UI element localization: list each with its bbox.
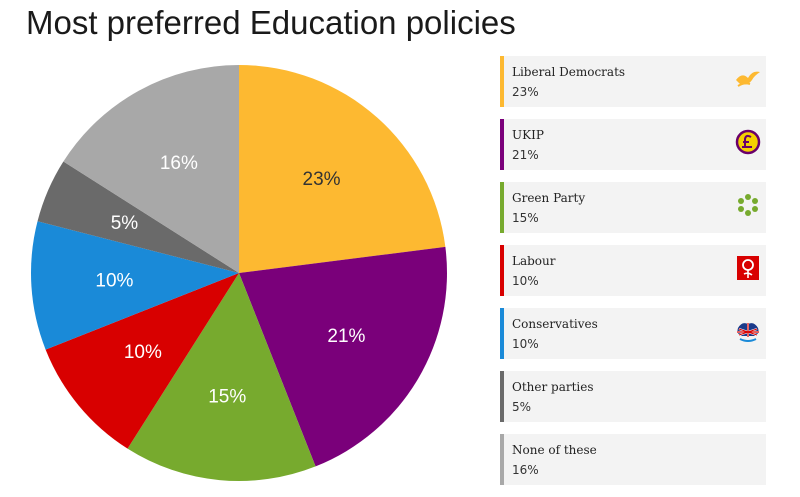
green-party-flower-icon bbox=[738, 194, 758, 216]
legend-value: 16% bbox=[512, 463, 539, 477]
legend-item-liberal-democrats: Liberal Democrats 23% bbox=[500, 56, 766, 107]
slice-label-conservatives: 10% bbox=[95, 270, 133, 291]
slice-label-ukip: 21% bbox=[327, 326, 365, 347]
legend-value: 23% bbox=[512, 85, 539, 99]
legend-item-labour: Labour 10% bbox=[500, 245, 766, 296]
pie-slice-conservatives bbox=[30, 221, 239, 350]
liberal-democrats-bird-icon bbox=[736, 71, 760, 87]
pie-slice-ukip bbox=[239, 246, 447, 467]
legend-item-ukip: UKIP 21% bbox=[500, 119, 766, 170]
slice-label-green-party: 15% bbox=[208, 387, 246, 408]
pie-slice-none-of-these bbox=[63, 65, 239, 273]
slice-label-none-of-these: 16% bbox=[160, 153, 198, 174]
legend-value: 10% bbox=[512, 337, 539, 351]
legend-label: UKIP bbox=[512, 128, 544, 142]
slice-label-labour: 10% bbox=[124, 342, 162, 363]
legend-label: Labour bbox=[512, 254, 556, 268]
pie-slice-other-parties bbox=[37, 161, 240, 273]
legend: Liberal Democrats 23% UKIP 21% Green Par… bbox=[500, 56, 766, 497]
pie-slice-liberal-democrats bbox=[239, 65, 446, 273]
legend-label: Conservatives bbox=[512, 317, 598, 331]
legend-label: Other parties bbox=[512, 380, 594, 394]
conservatives-tree-icon bbox=[737, 323, 759, 342]
legend-item-conservatives: Conservatives 10% bbox=[500, 308, 766, 359]
legend-value: 21% bbox=[512, 148, 539, 162]
pie-slice-labour bbox=[45, 273, 239, 449]
legend-label: Green Party bbox=[512, 191, 586, 205]
legend-item-none-of-these: None of these 16% bbox=[500, 434, 766, 485]
labour-rose-icon bbox=[737, 256, 759, 280]
legend-label: None of these bbox=[512, 443, 597, 457]
legend-item-green-party: Green Party 15% bbox=[500, 182, 766, 233]
legend-value: 15% bbox=[512, 211, 539, 225]
legend-value: 5% bbox=[512, 400, 532, 414]
slice-label-liberal-democrats: 23% bbox=[303, 169, 341, 190]
chart-title: Most preferred Education policies bbox=[26, 4, 516, 41]
legend-value: 10% bbox=[512, 274, 539, 288]
slice-label-other-parties: 5% bbox=[111, 213, 139, 234]
pie-slice-green-party bbox=[127, 273, 316, 482]
ukip-pound-icon bbox=[735, 129, 761, 155]
legend-label: Liberal Democrats bbox=[512, 65, 626, 79]
pie-chart: 23% 21% 15% 10% 10% 5% 16% bbox=[30, 65, 447, 482]
legend-item-other-parties: Other parties 5% bbox=[500, 371, 766, 422]
